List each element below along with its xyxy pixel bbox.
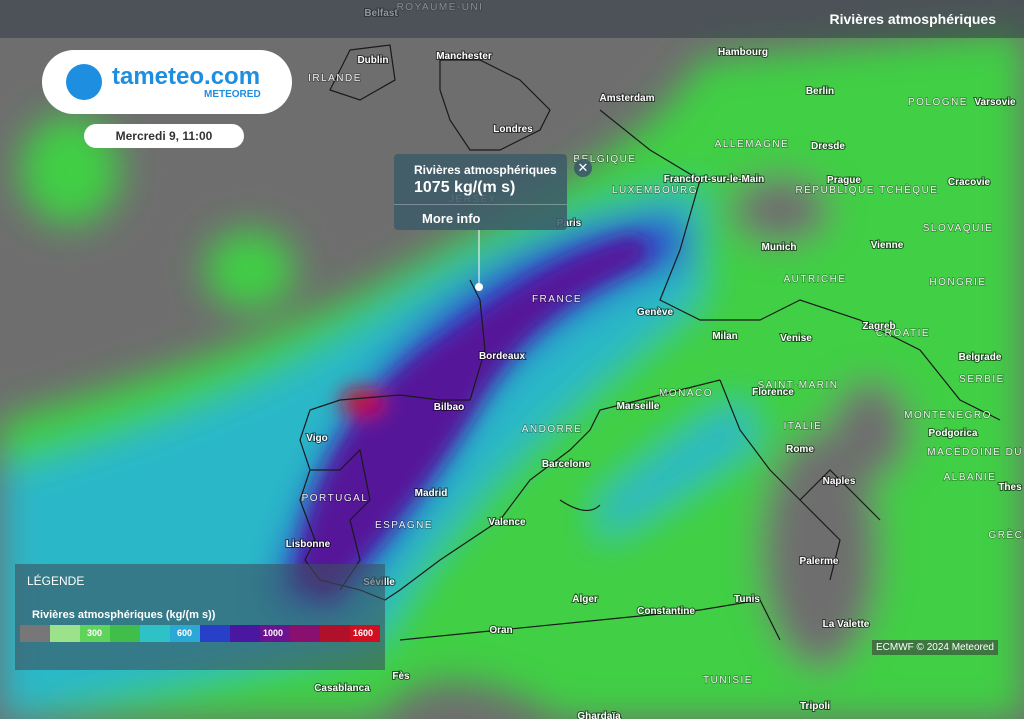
legend-label: 300 (87, 628, 103, 638)
city-label: Podgorica (929, 428, 978, 439)
legend-title: LÉGENDE (27, 574, 85, 588)
legend-label: 1600 (353, 628, 374, 638)
city-label: Oran (489, 625, 512, 636)
country-label: POLOGNE (908, 97, 968, 108)
city-label: Berlin (806, 86, 834, 97)
city-label: Naples (823, 476, 856, 487)
country-label: MACÉDOINE DU NORD (927, 445, 1024, 458)
city-label: Marseille (617, 401, 660, 412)
city-label: Vigo (306, 433, 327, 444)
city-label: Alger (572, 594, 598, 605)
city-label: Cracovie (948, 177, 991, 188)
color-scale: 300 600 1000 1600 (20, 625, 380, 642)
legend: LÉGENDE Rivières atmosphériques (kg/(m s… (15, 564, 385, 670)
popup-title: Rivières atmosphériques (414, 163, 557, 177)
city-label: Casablanca (314, 683, 370, 694)
country-label: SAINT-MARIN (758, 380, 839, 391)
city-label: Florence (752, 387, 794, 398)
city-label: Bordeaux (479, 351, 526, 362)
country-label: ALLEMAGNE (715, 139, 790, 150)
city-label: Thes (998, 482, 1022, 493)
city-label: Bilbao (434, 402, 465, 413)
country-label: PORTUGAL (302, 493, 369, 504)
city-label: Madrid (415, 488, 448, 499)
city-label: Constantine (637, 606, 695, 617)
city-label: Londres (493, 124, 533, 135)
country-label: SLOVAQUIE (923, 223, 994, 234)
country-label: HONGRIE (929, 277, 986, 288)
country-label: TUNISIE (703, 675, 753, 686)
city-label: Milan (712, 331, 738, 342)
city-label: Barcelone (542, 459, 591, 470)
city-label: Fès (392, 671, 410, 682)
logo[interactable]: tameteo.com METEORED (42, 50, 292, 114)
city-label: Palerme (800, 556, 839, 567)
country-label: AUTRICHE (783, 274, 846, 285)
logo-name: tameteo.com (112, 63, 261, 90)
city-label: Dublin (357, 55, 388, 66)
city-label: Zagreb (862, 321, 895, 332)
logo-brand: METEORED (204, 89, 261, 100)
city-label: Prague (827, 175, 861, 186)
date[interactable]: Mercredi 9, 11:00 (84, 124, 244, 148)
city-label: Vienne (871, 240, 904, 251)
country-label: ESPAGNE (375, 520, 433, 531)
city-label: Francfort-sur-le-Main (664, 174, 765, 185)
country-label: IRLANDE (308, 73, 362, 84)
legend-subtitle: Rivières atmosphériques (kg/(m s)) (32, 609, 216, 621)
legend-label: 600 (177, 628, 193, 638)
city-label: Valence (488, 517, 526, 528)
city-label: Venise (780, 333, 812, 344)
city-label: Genève (637, 307, 674, 318)
country-label: LUXEMBOURG (612, 185, 698, 196)
country-label: RÉPUBLIQUE TCHÈQUE (796, 183, 939, 196)
layer-title: Rivières atmosphériques (829, 11, 996, 27)
country-label: ANDORRE (522, 424, 583, 435)
country-label: CROATIE (876, 328, 930, 339)
city-label: Lisbonne (286, 539, 331, 550)
city-label: Belgrade (959, 352, 1002, 363)
city-label: Munich (762, 242, 797, 253)
country-label: SERBIE (959, 374, 1005, 385)
close-button[interactable]: ✕ (574, 159, 592, 177)
city-label: Amsterdam (599, 93, 654, 104)
top-bar: Rivières atmosphériques (0, 0, 1024, 38)
country-label: ALBANIE (944, 472, 997, 483)
country-label: ITALIE (784, 421, 823, 432)
city-label: Varsovie (974, 97, 1016, 108)
country-label: MONTENEGRO (904, 410, 992, 421)
legend-label: 1000 (263, 628, 284, 638)
popup: Rivières atmosphériques 1075 kg/(m s) Mo… (394, 154, 567, 230)
country-label: GRÈCE (988, 528, 1024, 541)
city-label: Ghardaïa (577, 711, 621, 719)
city-label: Hambourg (718, 47, 768, 58)
popup-value: 1075 kg/(m s) (414, 179, 516, 196)
credit: ECMWF © 2024 Meteored (872, 640, 998, 655)
city-label: Manchester (436, 51, 492, 62)
city-label: Tripoli (800, 701, 830, 712)
country-label: FRANCE (532, 294, 582, 305)
city-label: Rome (786, 444, 814, 455)
country-label: MONACO (659, 388, 713, 399)
city-label: La Valette (823, 619, 870, 630)
city-label: Tunis (734, 594, 760, 605)
city-label: Dresde (811, 141, 845, 152)
more-info[interactable]: More info (422, 211, 481, 226)
